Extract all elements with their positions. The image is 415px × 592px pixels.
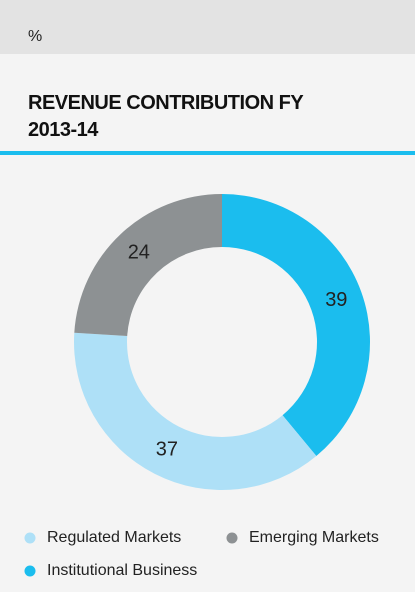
legend-label: Institutional Business bbox=[47, 562, 197, 579]
data-label: 24 bbox=[128, 242, 150, 264]
unit-label: % bbox=[28, 28, 43, 45]
legend-marker bbox=[226, 532, 238, 544]
chart-title: REVENUE CONTRIBUTION FY 2013-14 bbox=[28, 92, 303, 141]
legend-label: Regulated Markets bbox=[47, 529, 181, 546]
donut-slice bbox=[74, 194, 222, 337]
donut-slice bbox=[74, 332, 317, 490]
legend-marker bbox=[24, 565, 36, 577]
data-label: 39 bbox=[325, 289, 347, 311]
title-rule bbox=[0, 151, 415, 155]
donut-slice bbox=[222, 194, 370, 457]
data-label: 37 bbox=[156, 439, 178, 461]
legend-marker bbox=[24, 532, 36, 544]
legend-label: Emerging Markets bbox=[249, 529, 379, 546]
top-bar bbox=[0, 0, 415, 54]
